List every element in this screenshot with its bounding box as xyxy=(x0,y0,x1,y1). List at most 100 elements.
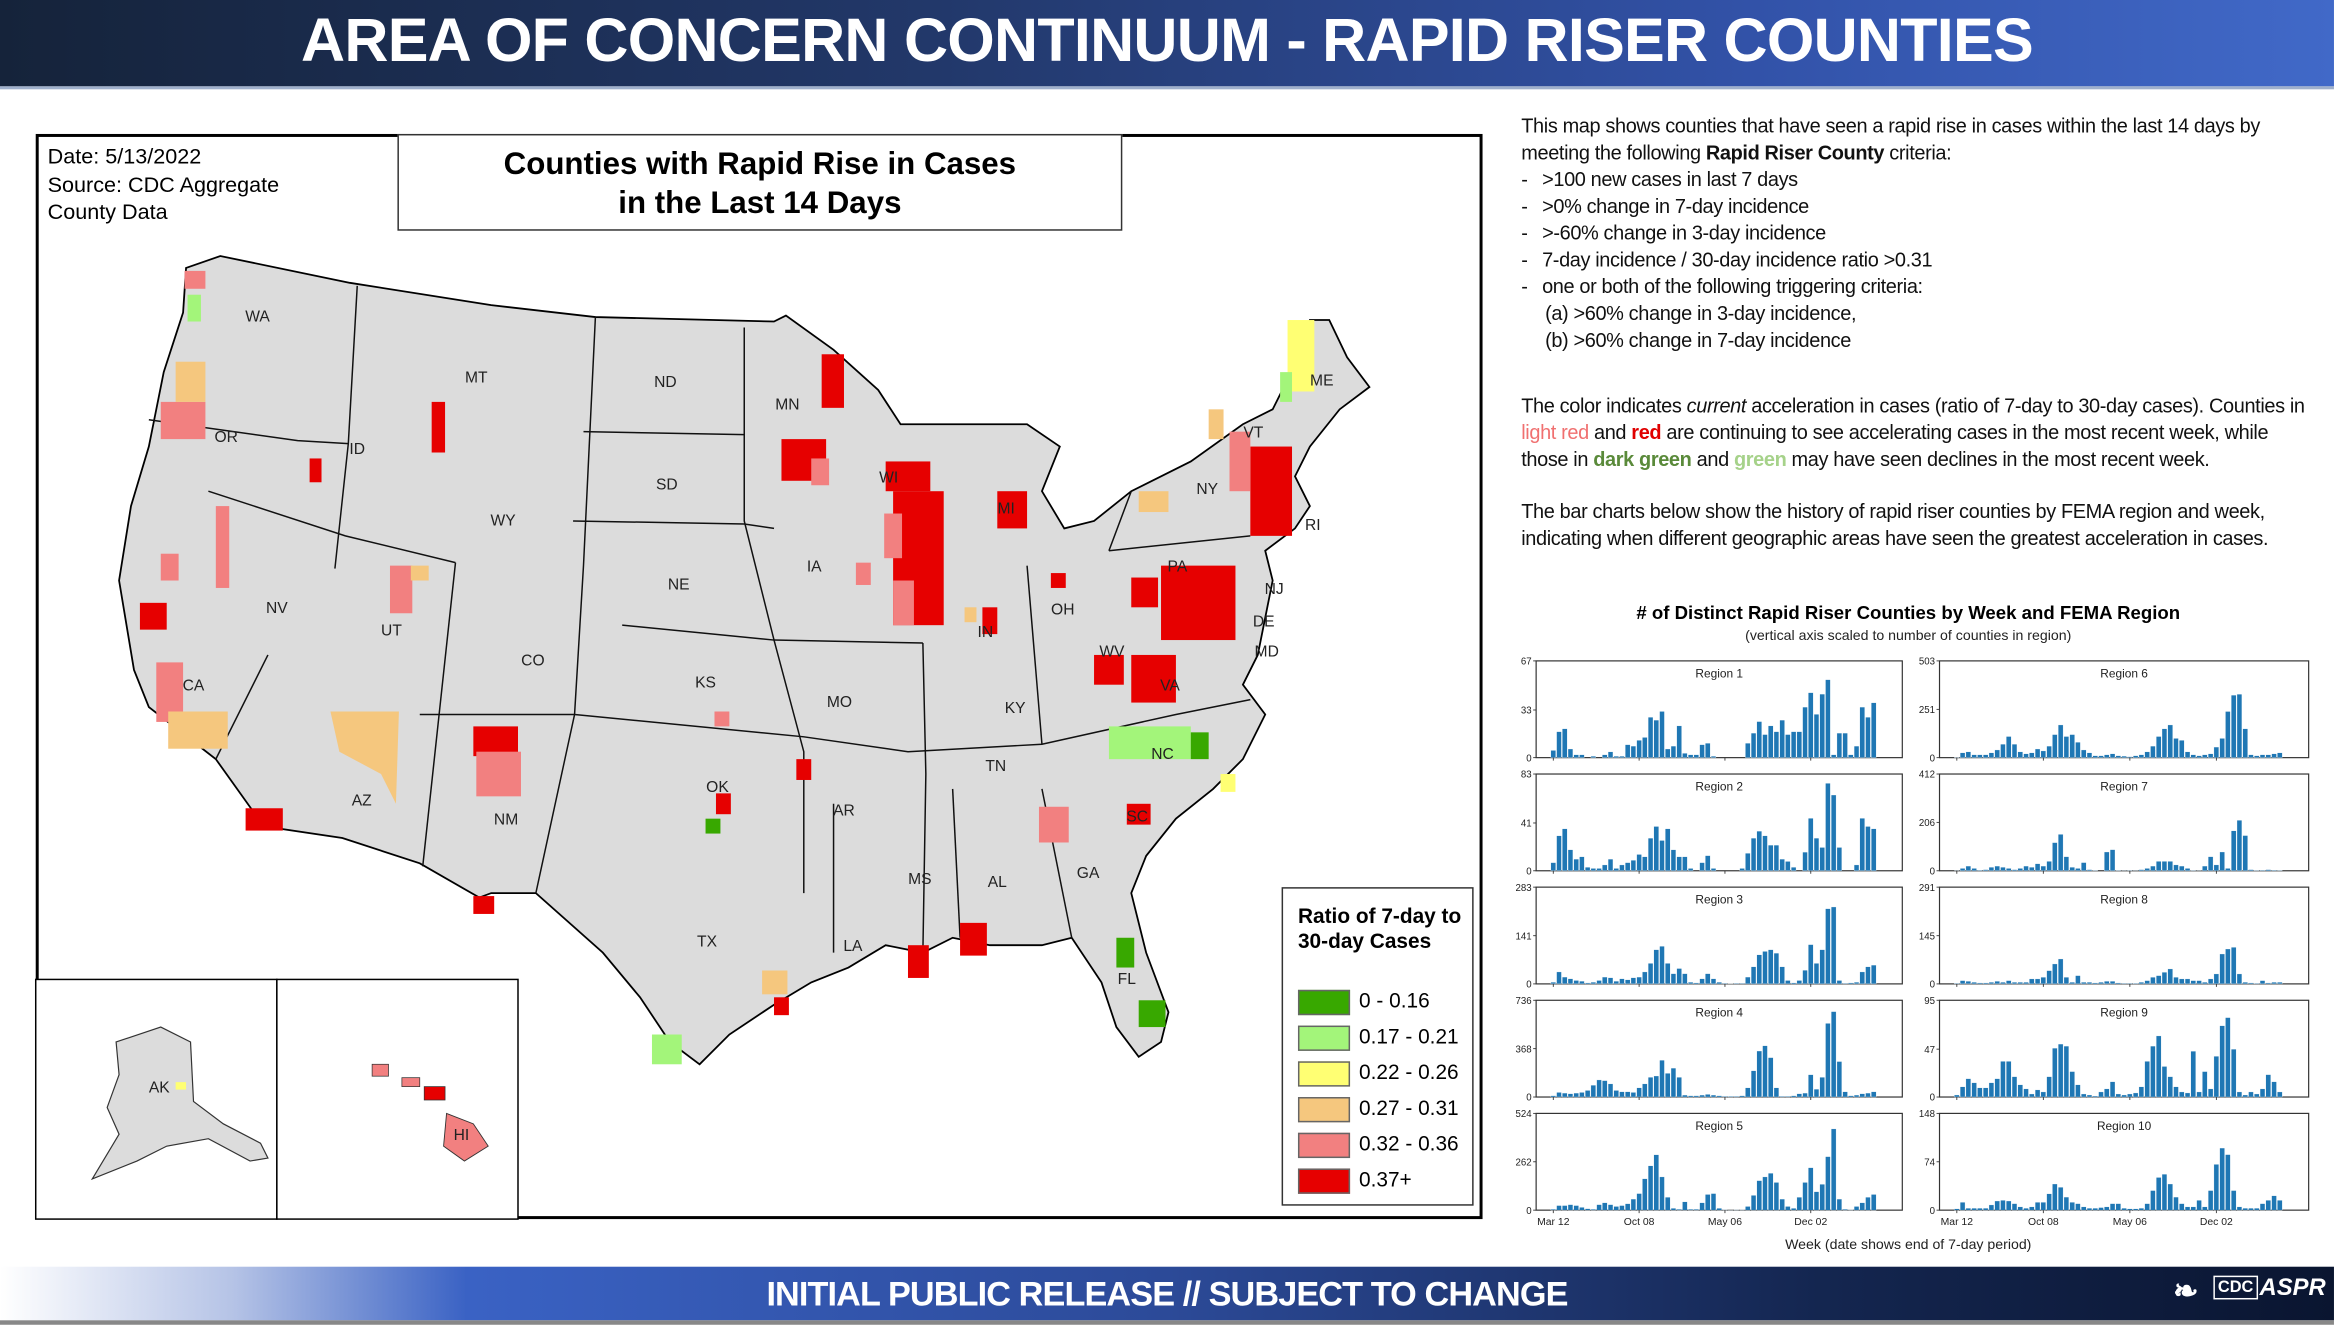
bar xyxy=(1774,845,1779,871)
bar xyxy=(1843,1209,1848,1210)
bar xyxy=(2214,747,2219,758)
bar xyxy=(1780,1199,1785,1210)
bar xyxy=(1837,1199,1842,1210)
y-tick-label: 141 xyxy=(1516,931,1532,942)
bar xyxy=(1574,1093,1579,1097)
bar xyxy=(2104,981,2109,984)
bar xyxy=(1960,1202,1965,1210)
bar xyxy=(1597,980,1602,983)
bar xyxy=(2174,738,2179,757)
bar xyxy=(1966,866,1971,871)
bar xyxy=(1682,1202,1687,1210)
bar xyxy=(1711,979,1716,984)
bar xyxy=(2162,729,2167,758)
bar xyxy=(1602,865,1607,871)
bar xyxy=(2225,1155,2230,1211)
bar xyxy=(1711,1194,1716,1211)
bar xyxy=(1763,735,1768,758)
bar xyxy=(1551,982,1556,984)
bar xyxy=(2064,1046,2069,1097)
bar xyxy=(2156,1177,2161,1210)
bar xyxy=(1694,983,1699,984)
bar xyxy=(1983,755,1988,758)
x-axis-label: Week (date shows end of 7-day period) xyxy=(1785,1236,2031,1252)
bar xyxy=(1711,1095,1716,1097)
bar xyxy=(1579,1092,1584,1097)
bar xyxy=(1648,963,1653,984)
bar xyxy=(1814,838,1819,871)
bar xyxy=(1797,1094,1802,1097)
y-tick-label: 145 xyxy=(1919,931,1935,942)
bar xyxy=(1966,981,1971,984)
bar xyxy=(1682,857,1687,871)
bar xyxy=(1954,983,1959,984)
bar xyxy=(2277,1200,2282,1210)
bar xyxy=(1557,972,1562,984)
bar xyxy=(1551,1096,1556,1097)
bar xyxy=(1966,752,1971,758)
bar xyxy=(2145,868,2150,870)
bar xyxy=(2122,1095,2127,1097)
bar xyxy=(1977,1088,1982,1097)
bar xyxy=(2018,868,2023,870)
bar xyxy=(2214,974,2219,984)
bar xyxy=(2168,969,2173,984)
bar xyxy=(1717,982,1722,984)
bar xyxy=(2047,1077,2052,1097)
bar xyxy=(2012,870,2017,871)
bar xyxy=(1814,963,1819,984)
region-title: Region 7 xyxy=(2100,779,2148,793)
bar xyxy=(2168,1077,2173,1097)
bar xyxy=(1825,1023,1830,1097)
bar xyxy=(2024,1089,2029,1097)
bar xyxy=(1803,852,1808,871)
bar xyxy=(1751,1195,1756,1210)
bar xyxy=(2018,982,2023,984)
bar xyxy=(2191,1051,2196,1097)
bar xyxy=(2133,1209,2138,1210)
bar xyxy=(1631,860,1636,870)
bar xyxy=(2104,852,2109,871)
bar xyxy=(1745,1206,1750,1210)
bar xyxy=(1860,1094,1865,1097)
y-tick-label: 368 xyxy=(1516,1044,1532,1055)
bar xyxy=(2052,843,2057,871)
bar xyxy=(1642,1179,1647,1210)
bar xyxy=(2139,1208,2144,1210)
aspr-logo: ASPR xyxy=(2260,1276,2326,1303)
bar xyxy=(1694,1096,1699,1097)
bar xyxy=(2012,744,2017,757)
bar xyxy=(2277,753,2282,758)
bar xyxy=(2139,982,2144,984)
bar xyxy=(1774,1088,1779,1097)
bar xyxy=(1585,1090,1590,1097)
y-tick-label: 0 xyxy=(1526,1206,1531,1217)
bar xyxy=(2168,861,2173,870)
bar xyxy=(2179,740,2184,757)
bar xyxy=(2243,1095,2248,1097)
bar xyxy=(2237,820,2242,870)
bar xyxy=(2220,1148,2225,1210)
bar xyxy=(2122,983,2127,984)
bar xyxy=(1871,703,1876,758)
y-tick-label: 74 xyxy=(1924,1157,1935,1168)
bar xyxy=(1723,1096,1728,1097)
bar xyxy=(1843,983,1848,984)
bar xyxy=(1711,756,1716,757)
bar xyxy=(2145,752,2150,758)
bar xyxy=(2225,1018,2230,1097)
bar xyxy=(1677,1209,1682,1210)
bar xyxy=(1579,755,1584,758)
bar xyxy=(2174,865,2179,871)
bar xyxy=(1757,831,1762,871)
bar xyxy=(1831,1129,1836,1210)
bar xyxy=(1960,868,1965,870)
bar xyxy=(2035,1090,2040,1097)
bar xyxy=(2029,753,2034,758)
bar xyxy=(2191,981,2196,984)
bar xyxy=(2220,852,2225,871)
bar xyxy=(1803,707,1808,758)
bar xyxy=(1648,717,1653,757)
bar xyxy=(2081,982,2086,984)
